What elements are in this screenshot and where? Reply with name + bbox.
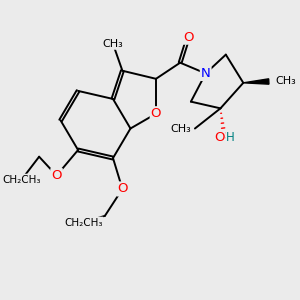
Text: CH₃: CH₃ xyxy=(170,124,191,134)
Text: O: O xyxy=(214,131,225,144)
Text: O: O xyxy=(117,182,128,196)
Text: CH₂CH₃: CH₂CH₃ xyxy=(2,175,41,184)
Text: CH₃: CH₃ xyxy=(103,39,123,49)
Text: N: N xyxy=(201,67,211,80)
Text: CH₂CH₃: CH₂CH₃ xyxy=(64,218,103,227)
Text: O: O xyxy=(183,31,194,44)
Text: H: H xyxy=(226,131,235,144)
Text: O: O xyxy=(51,169,62,182)
Text: O: O xyxy=(151,107,161,120)
Text: CH₃: CH₃ xyxy=(275,76,296,86)
Polygon shape xyxy=(243,79,269,84)
